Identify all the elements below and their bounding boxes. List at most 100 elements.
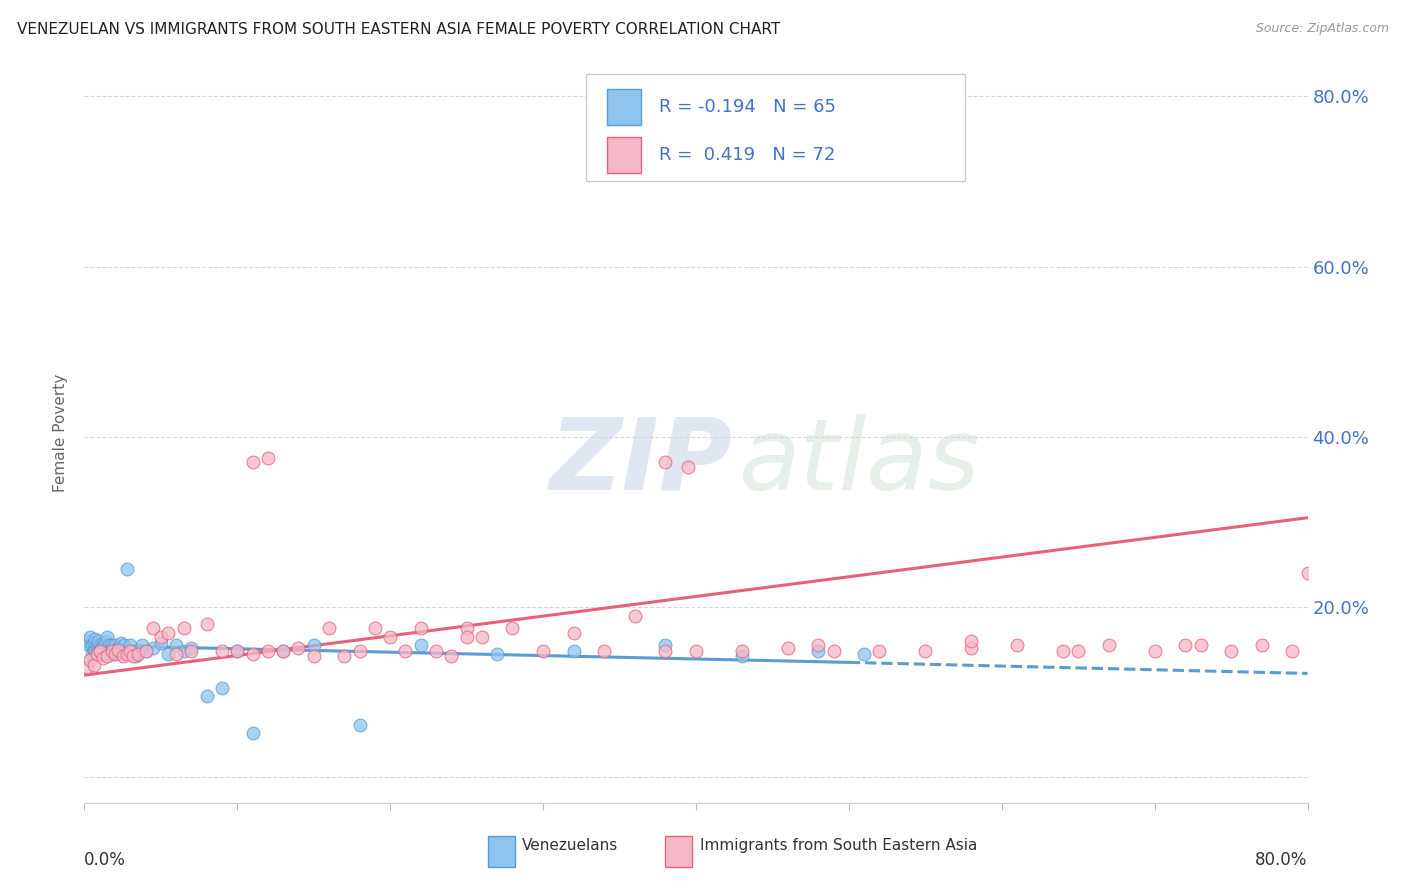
Point <box>93 639 115 653</box>
Point <box>271 644 294 658</box>
Text: R =  0.419   N = 72: R = 0.419 N = 72 <box>659 146 835 164</box>
Point <box>195 690 218 704</box>
Point <box>89 639 111 653</box>
Point <box>89 644 111 658</box>
Point <box>80 647 103 661</box>
Point <box>731 648 754 663</box>
Point <box>776 640 799 655</box>
Point <box>486 647 509 661</box>
Point <box>173 644 195 658</box>
Point <box>83 642 105 657</box>
Point <box>1067 644 1090 658</box>
Point <box>425 644 447 658</box>
Point <box>110 636 132 650</box>
Point <box>111 644 134 658</box>
Point <box>77 639 100 653</box>
Point <box>98 642 121 657</box>
Point <box>86 647 108 661</box>
Point <box>101 644 124 658</box>
Point <box>318 621 340 635</box>
Point <box>211 681 233 695</box>
Point <box>157 625 180 640</box>
Point <box>226 644 249 658</box>
Point <box>409 621 432 635</box>
Point <box>853 647 876 661</box>
Point <box>823 644 845 658</box>
Point <box>287 640 309 655</box>
Point <box>180 640 202 655</box>
Point <box>242 726 264 740</box>
Point <box>257 644 280 658</box>
Point <box>94 634 117 648</box>
Point <box>180 644 202 658</box>
Point <box>394 644 416 658</box>
Point <box>960 634 983 648</box>
Point <box>1189 639 1212 653</box>
Point <box>149 636 172 650</box>
Point <box>89 644 111 658</box>
Point <box>90 647 112 661</box>
Point <box>869 644 891 658</box>
Text: VENEZUELAN VS IMMIGRANTS FROM SOUTH EASTERN ASIA FEMALE POVERTY CORRELATION CHAR: VENEZUELAN VS IMMIGRANTS FROM SOUTH EAST… <box>17 22 780 37</box>
Point <box>115 647 138 661</box>
Point <box>96 644 118 658</box>
Point <box>91 644 114 658</box>
Point <box>685 644 707 658</box>
Point <box>79 653 101 667</box>
Point <box>1250 639 1272 653</box>
Point <box>103 647 125 661</box>
Point <box>1174 639 1197 653</box>
Point <box>562 625 585 640</box>
Point <box>364 621 387 635</box>
Point <box>165 647 187 661</box>
Point <box>471 630 494 644</box>
Point <box>960 640 983 655</box>
Point <box>131 639 153 653</box>
Text: R = -0.194   N = 65: R = -0.194 N = 65 <box>659 98 837 116</box>
FancyBboxPatch shape <box>606 89 641 125</box>
Point <box>226 644 249 658</box>
Text: ZIP: ZIP <box>550 414 733 511</box>
Point <box>624 608 647 623</box>
Point <box>111 649 134 664</box>
Point <box>531 644 554 658</box>
Point <box>271 644 294 658</box>
Point <box>115 562 138 576</box>
Point <box>142 621 165 635</box>
Point <box>654 455 676 469</box>
Point <box>105 644 128 658</box>
Text: atlas: atlas <box>738 414 980 511</box>
Point <box>91 651 114 665</box>
Point <box>120 644 142 658</box>
Point <box>80 639 103 653</box>
Point <box>122 649 145 664</box>
Point <box>97 647 120 661</box>
Point <box>440 649 463 664</box>
FancyBboxPatch shape <box>488 836 515 867</box>
Point <box>76 659 98 673</box>
Point <box>257 451 280 466</box>
Point <box>380 630 402 644</box>
Point <box>87 642 110 657</box>
Point <box>107 640 129 655</box>
Point <box>654 639 676 653</box>
Point <box>914 644 936 658</box>
Point <box>173 621 195 635</box>
Point <box>502 621 524 635</box>
Point <box>104 639 127 653</box>
Point <box>79 630 101 644</box>
Point <box>302 639 325 653</box>
Point <box>302 649 325 664</box>
Point <box>135 644 157 658</box>
Point <box>409 639 432 653</box>
Point <box>84 644 107 658</box>
Point <box>125 649 148 664</box>
Point <box>149 630 172 644</box>
Point <box>456 621 478 635</box>
Point <box>1296 566 1319 580</box>
Point <box>142 640 165 655</box>
Point <box>83 636 105 650</box>
Point <box>96 630 118 644</box>
Point <box>96 649 118 664</box>
Point <box>90 640 112 655</box>
